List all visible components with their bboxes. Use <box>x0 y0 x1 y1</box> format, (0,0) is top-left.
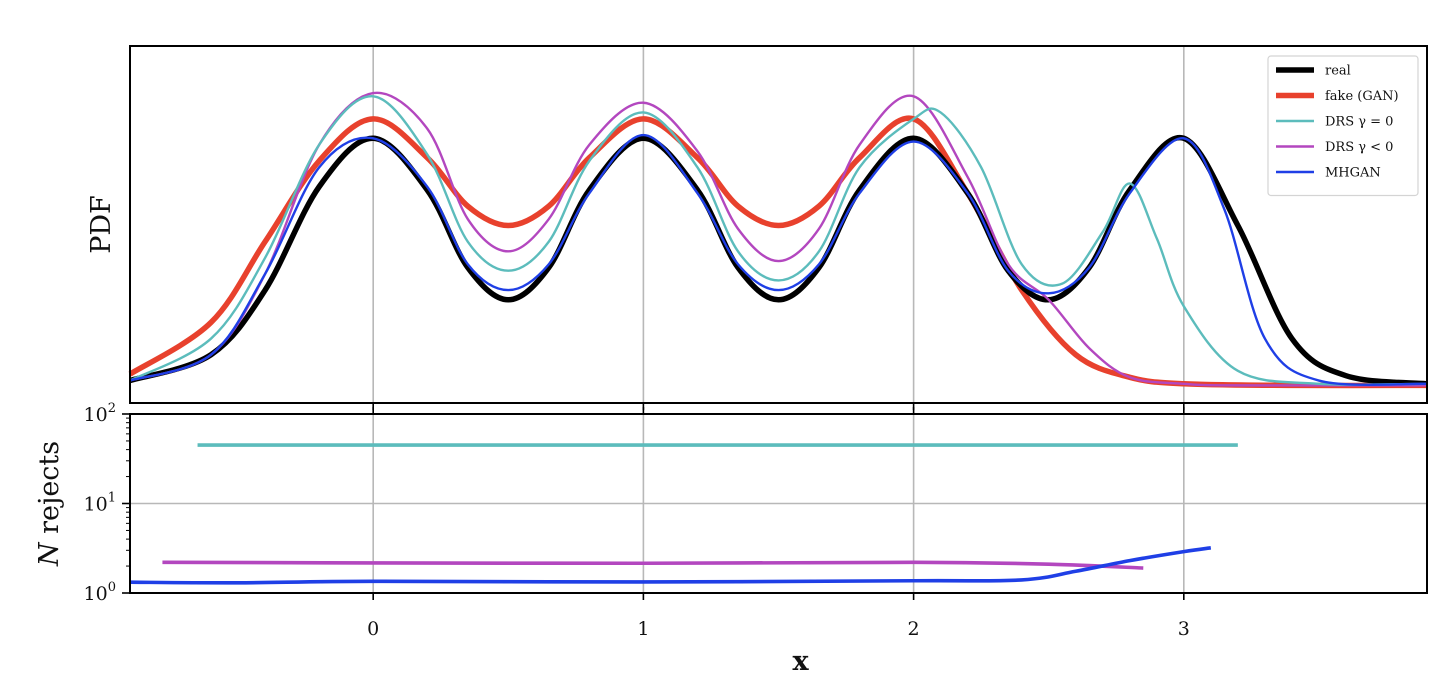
legend-label-mhgan: MHGAN <box>1325 166 1381 181</box>
x-tick-label-3: 3 <box>1178 618 1190 640</box>
pdf-panel: PDF real fake (GAN) DRS γ = 0 DRS γ < 0 MHGA… <box>86 45 1428 410</box>
rejects-grid <box>130 414 1427 593</box>
pdf-frame <box>129 45 1428 404</box>
legend: real fake (GAN) DRS γ = 0 DRS γ < 0 MHGAN <box>1267 55 1419 197</box>
pdf-line-mhgan <box>129 133 1428 387</box>
x-axis-label: x <box>792 646 809 677</box>
legend-label-drs-0: DRS γ < 0 <box>1325 140 1393 155</box>
legend-label-drs-0: DRS γ = 0 <box>1325 115 1393 130</box>
rejects-panel: 0 1 2 3 100 101 102 N rejects x <box>34 401 1428 677</box>
rejects-line-drs-0 <box>162 560 1144 570</box>
legend-box <box>1267 55 1419 197</box>
y-tick-label-1: 100 <box>84 580 116 605</box>
rejects-y-axis-label: N rejects <box>34 441 65 567</box>
y-tick-label-100: 102 <box>84 401 116 426</box>
rejects-line-mhgan <box>129 546 1212 585</box>
pdf-x-ticks <box>372 403 1185 410</box>
pdf-line-fake-gan <box>128 115 1428 389</box>
pdf-series-group <box>128 91 1428 389</box>
x-tick-label-2: 2 <box>908 618 920 640</box>
x-tick-label-1: 1 <box>637 618 649 640</box>
rejects-ticks: 0 1 2 3 100 101 102 <box>84 401 1190 640</box>
pdf-grid <box>372 46 1185 403</box>
legend-label-fake-gan: fake (GAN) <box>1325 89 1399 104</box>
x-tick-label-0: 0 <box>367 618 379 640</box>
rejects-series-group <box>129 443 1238 585</box>
pdf-line-drs-0 <box>129 95 1428 386</box>
pdf-y-axis-label: PDF <box>86 195 117 254</box>
legend-label-real: real <box>1325 64 1351 79</box>
y-tick-label-10: 101 <box>84 491 116 516</box>
